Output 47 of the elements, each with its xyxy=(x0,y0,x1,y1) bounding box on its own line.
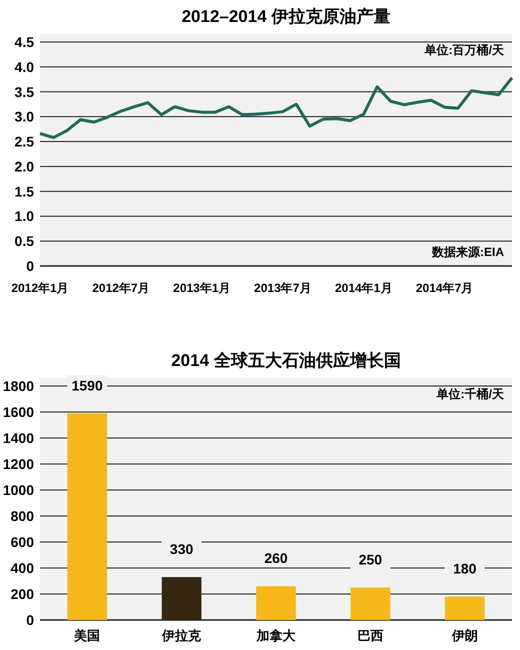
x-tick-label: 加拿大 xyxy=(256,628,296,643)
y-tick-label: 2.0 xyxy=(14,158,34,174)
annotation: 单位:百万桶/天 xyxy=(424,43,505,57)
data-label: 180 xyxy=(453,560,477,577)
x-tick-label: 伊朗 xyxy=(450,628,478,643)
x-tick-label: 2014年7月 xyxy=(416,281,474,295)
y-tick-label: 3.0 xyxy=(14,108,34,125)
data-label: 1590 xyxy=(72,377,103,394)
y-tick-label: 1.0 xyxy=(14,208,34,224)
y-tick-label: 1.5 xyxy=(14,183,34,200)
y-tick-label: 0.5 xyxy=(14,233,34,250)
y-tick-label: 600 xyxy=(10,534,34,550)
y-tick-label: 1600 xyxy=(2,404,34,420)
y-tick-label: 200 xyxy=(10,586,34,602)
x-tick-label: 2012年7月 xyxy=(92,281,150,295)
y-tick-label: 2.5 xyxy=(14,134,34,150)
x-tick-label: 2013年1月 xyxy=(173,281,231,295)
bar xyxy=(256,586,296,620)
annotation: 单位:千桶/天 xyxy=(436,387,505,401)
x-tick-label: 美国 xyxy=(73,628,100,643)
y-tick-label: 1800 xyxy=(2,378,34,394)
y-tick-label: 1200 xyxy=(2,456,34,472)
data-label: 250 xyxy=(358,552,382,568)
y-tick-label: 0 xyxy=(26,258,34,274)
annotation: 数据来源:EIA xyxy=(431,245,504,259)
y-tick-label: 400 xyxy=(10,560,34,576)
bar xyxy=(444,596,485,620)
y-tick-label: 1400 xyxy=(2,430,34,446)
y-tick-label: 3.5 xyxy=(14,84,34,100)
data-label: 330 xyxy=(170,541,194,558)
chart-title: 2012–2014 伊拉克原油产量 xyxy=(182,7,390,26)
data-label: 260 xyxy=(264,550,288,566)
x-tick-label: 2012年1月 xyxy=(11,281,69,295)
y-tick-label: 1000 xyxy=(2,482,34,498)
x-tick-label: 伊拉克 xyxy=(161,628,202,643)
bar xyxy=(67,413,108,620)
y-tick-label: 4.0 xyxy=(14,58,34,75)
y-tick-label: 800 xyxy=(10,508,34,524)
line-series xyxy=(38,76,514,140)
bar xyxy=(162,577,202,620)
x-tick-label: 2013年7月 xyxy=(254,281,312,295)
x-tick-label: 巴西 xyxy=(357,628,384,643)
y-tick-label: 0 xyxy=(26,612,34,628)
chart-title: 2014 全球五大石油供应增长国 xyxy=(171,351,401,370)
bar xyxy=(350,588,390,620)
y-tick-label: 4.5 xyxy=(14,34,34,50)
x-tick-label: 2014年1月 xyxy=(334,281,392,295)
